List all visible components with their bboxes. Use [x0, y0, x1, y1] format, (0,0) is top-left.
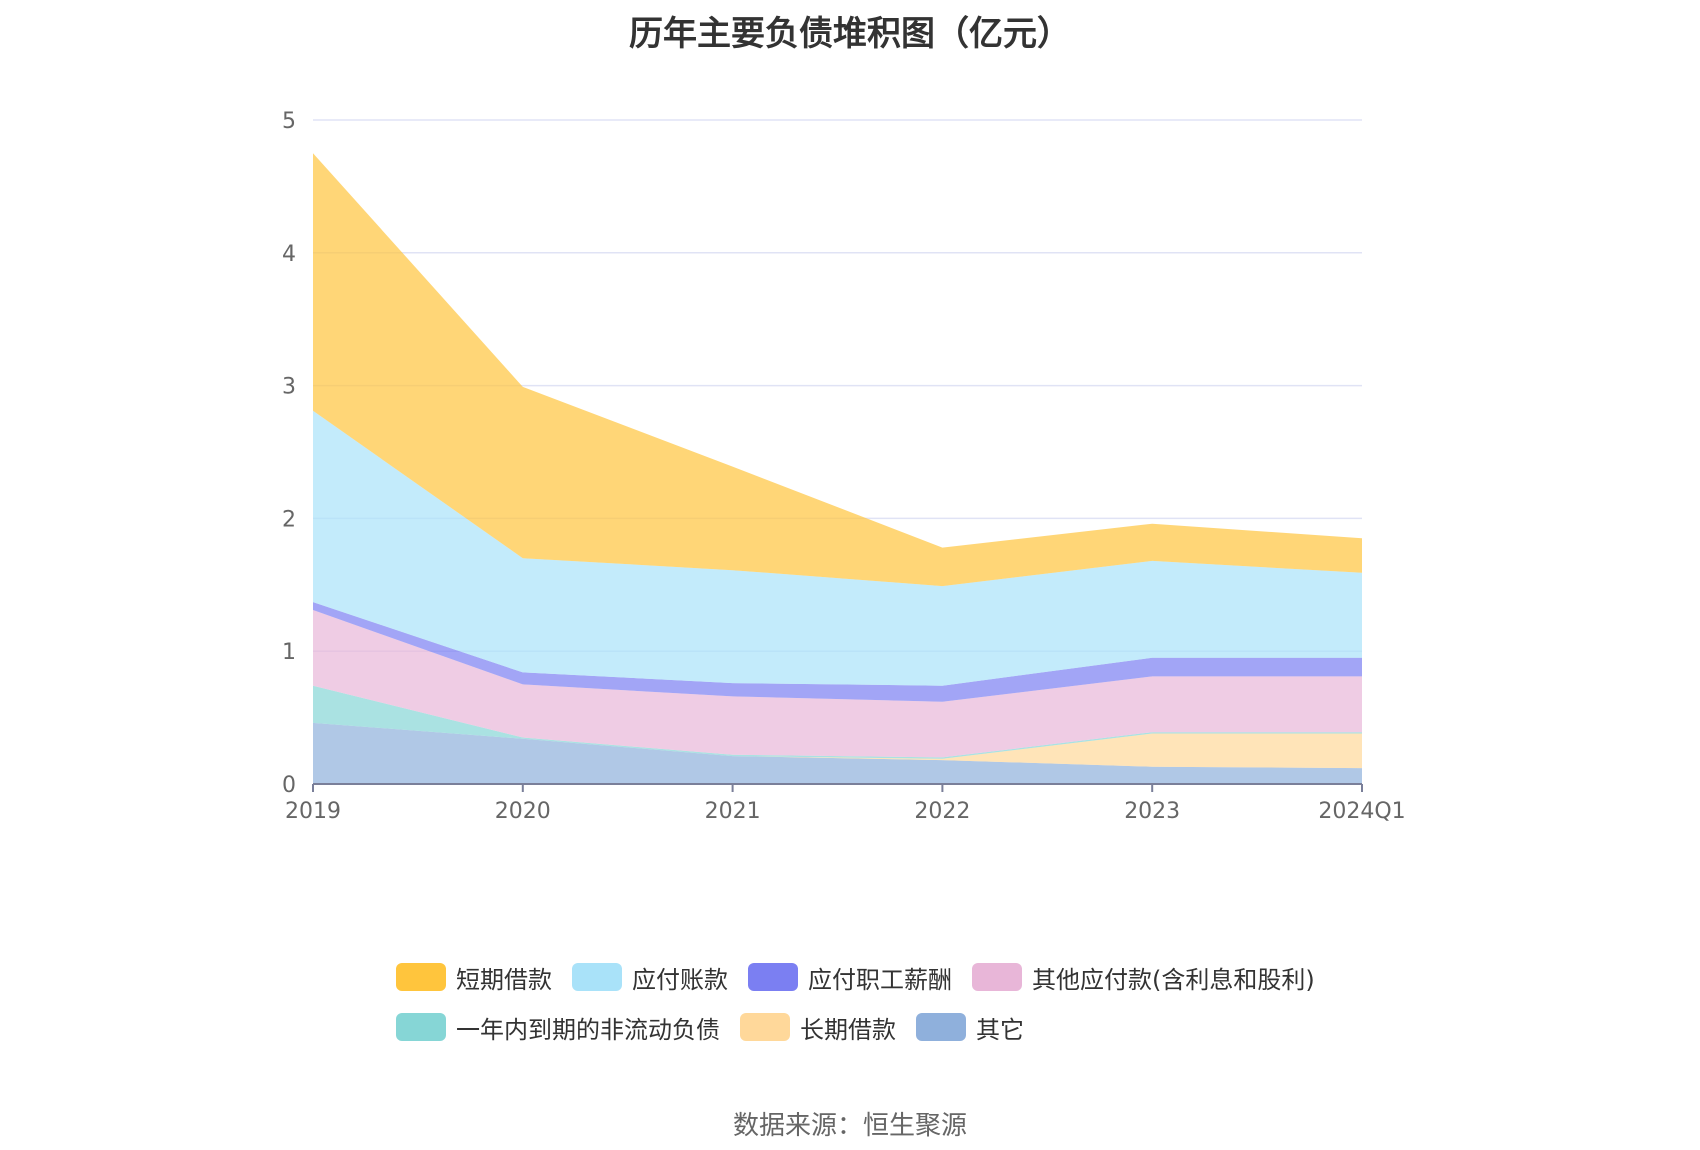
legend-label: 应付职工薪酬 [808, 965, 952, 994]
x-tick-label: 2024Q1 [1318, 799, 1405, 824]
legend-swatch [972, 963, 1022, 991]
y-tick-label: 1 [282, 640, 296, 665]
legend-label: 长期借款 [800, 1015, 896, 1044]
legend-item-accounts-payable[interactable]: 应付账款 [572, 960, 728, 995]
legend-item-other-payables[interactable]: 其他应付款(含利息和股利) [972, 960, 1315, 995]
x-tick-labels: 2019 2020 2021 2022 2023 2024Q1 [285, 799, 1406, 824]
x-tick-label: 2019 [285, 799, 341, 824]
area-应付账款[interactable] [313, 410, 1362, 686]
area-其他应付款(含利息和股利)[interactable] [313, 610, 1362, 758]
legend-label: 其它 [976, 1015, 1024, 1044]
legend-label: 其他应付款(含利息和股利) [1032, 965, 1315, 994]
y-tick-label: 3 [282, 375, 296, 400]
y-tick-label: 2 [282, 507, 296, 532]
x-tick-label: 2021 [705, 799, 761, 824]
legend-label: 短期借款 [456, 965, 552, 994]
legend: 短期借款 应付账款 应付职工薪酬 其他应付款(含利息和股利) 一年内到期的非流动… [396, 952, 1396, 1052]
legend-item-employee-payroll[interactable]: 应付职工薪酬 [748, 960, 952, 995]
area-长期借款[interactable] [313, 722, 1362, 769]
legend-label: 应付账款 [632, 965, 728, 994]
legend-swatch [396, 1013, 446, 1041]
legend-row-2: 一年内到期的非流动负债 长期借款 其它 [396, 1002, 1396, 1052]
area-其它[interactable] [313, 722, 1362, 784]
x-tick-label: 2020 [495, 799, 551, 824]
x-axis [312, 783, 1363, 792]
legend-swatch [396, 963, 446, 991]
y-tick-label: 4 [282, 242, 296, 267]
area-短期借款[interactable] [313, 153, 1362, 587]
x-tick-label: 2022 [914, 799, 970, 824]
x-tick-label: 2023 [1124, 799, 1180, 824]
area-应付职工薪酬[interactable] [313, 602, 1362, 702]
legend-swatch [748, 963, 798, 991]
legend-swatch [740, 1013, 790, 1041]
legend-swatch [572, 963, 622, 991]
legend-item-other[interactable]: 其它 [916, 1010, 1024, 1045]
legend-item-current-noncurrent-liab[interactable]: 一年内到期的非流动负债 [396, 1010, 720, 1045]
y-tick-label: 0 [282, 773, 296, 798]
legend-row-1: 短期借款 应付账款 应付职工薪酬 其他应付款(含利息和股利) [396, 952, 1396, 1002]
legend-label: 一年内到期的非流动负债 [456, 1015, 720, 1044]
chart-title: 历年主要负债堆积图（亿元） [629, 14, 1071, 54]
legend-swatch [916, 1013, 966, 1041]
legend-item-short-term-loans[interactable]: 短期借款 [396, 960, 552, 995]
legend-item-long-term-loans[interactable]: 长期借款 [740, 1010, 896, 1045]
data-source: 数据来源：恒生聚源 [732, 1111, 967, 1141]
y-tick-labels: 0 1 2 3 4 5 [282, 109, 296, 798]
y-tick-label: 5 [282, 109, 296, 134]
area-series [313, 153, 1362, 784]
